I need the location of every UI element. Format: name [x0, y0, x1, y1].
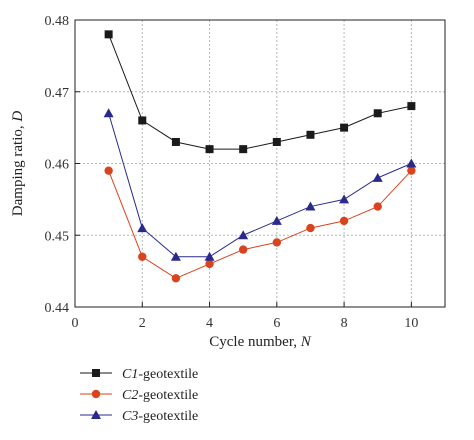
data-point	[407, 102, 416, 111]
data-point	[339, 194, 350, 204]
data-point	[372, 172, 383, 182]
data-point	[373, 202, 382, 211]
series-line	[108, 170, 412, 279]
data-point	[339, 216, 349, 226]
axis-ticks: 0 2 4 6 8 10 0.44 0.45 0.46 0.47 0.48	[45, 14, 419, 331]
data-point	[138, 116, 147, 125]
data-point	[407, 166, 416, 175]
x-tick-label: 0	[72, 316, 79, 331]
y-tick-label: 0.46	[45, 158, 70, 173]
grid-lines	[75, 20, 445, 307]
x-tick-label: 4	[206, 316, 213, 331]
series-C2-geotextile	[104, 166, 416, 283]
data-point	[104, 30, 113, 39]
data-point	[205, 145, 214, 154]
x-tick-label: 2	[139, 316, 146, 331]
x-tick-label: 10	[404, 316, 418, 331]
legend-label: C2-geotextile	[122, 388, 198, 403]
data-point	[406, 158, 417, 168]
data-point	[305, 201, 316, 211]
data-point	[170, 251, 181, 261]
data-point	[340, 123, 349, 132]
series-C1-geotextile	[104, 30, 416, 154]
data-point	[271, 215, 282, 225]
x-axis-title: Cycle number, N	[209, 334, 311, 350]
legend-label: C1-geotextile	[122, 367, 198, 382]
legend-item: C1-geotextile	[80, 367, 198, 382]
series-layer	[103, 30, 417, 283]
series-C3-geotextile	[103, 108, 417, 261]
legend-label: C3-geotextile	[122, 409, 198, 424]
data-point	[272, 137, 281, 146]
legend: C1-geotextile C2-geotextile C3-geotextile	[80, 367, 198, 424]
data-point	[238, 245, 248, 254]
data-point	[171, 274, 181, 283]
legend-item: C3-geotextile	[80, 409, 198, 424]
x-tick-label: 8	[341, 316, 348, 331]
data-point	[138, 252, 147, 261]
data-point	[272, 238, 282, 247]
data-point	[373, 109, 382, 118]
data-point	[204, 251, 215, 261]
data-point	[104, 166, 113, 175]
data-point	[238, 230, 249, 240]
series-line	[108, 34, 412, 150]
data-point	[103, 108, 114, 118]
legend-marker	[91, 389, 101, 399]
data-point	[239, 145, 248, 154]
x-tick-label: 6	[273, 316, 280, 331]
data-point	[205, 259, 214, 269]
y-tick-label: 0.48	[45, 14, 70, 29]
data-point	[306, 223, 315, 233]
y-axis-title: Damping ratio, D	[10, 111, 26, 217]
data-point	[171, 137, 180, 146]
legend-marker	[91, 410, 101, 419]
y-tick-label: 0.47	[45, 86, 70, 101]
series-line	[108, 113, 412, 258]
y-tick-label: 0.44	[45, 301, 70, 316]
legend-item: C2-geotextile	[80, 388, 198, 403]
y-tick-label: 0.45	[45, 229, 70, 244]
data-point	[306, 130, 315, 139]
legend-marker	[92, 369, 100, 377]
data-point	[137, 223, 148, 233]
